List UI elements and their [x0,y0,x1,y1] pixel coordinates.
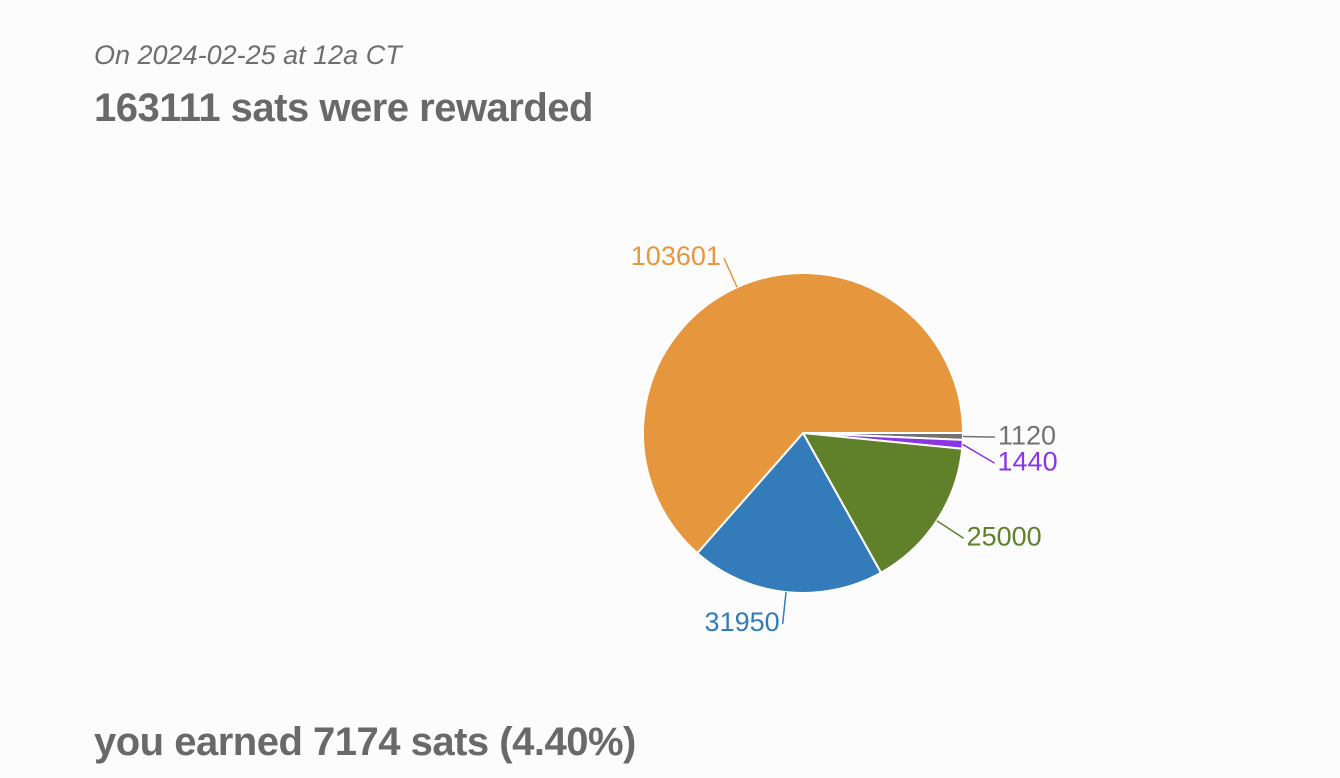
slice-label: 1440 [998,446,1058,476]
pie-slice [695,431,883,594]
slice-label: 25000 [967,521,1042,551]
pie-slice [801,431,964,575]
earned-text: you earned 7174 sats (4.40%) [94,720,636,764]
leader-line [962,435,995,438]
subtitle: On 2024-02-25 at 12a CT [94,40,402,70]
title: 163111 sats were rewarded [94,86,593,130]
leader-line [723,257,738,288]
leader-line [781,592,787,624]
slice-label: 103601 [631,241,721,271]
leader-line [936,520,964,539]
slice-label: 1120 [998,420,1056,450]
pie-slice [642,272,965,555]
leader-line [962,443,995,464]
slice-label: 31950 [705,607,780,637]
